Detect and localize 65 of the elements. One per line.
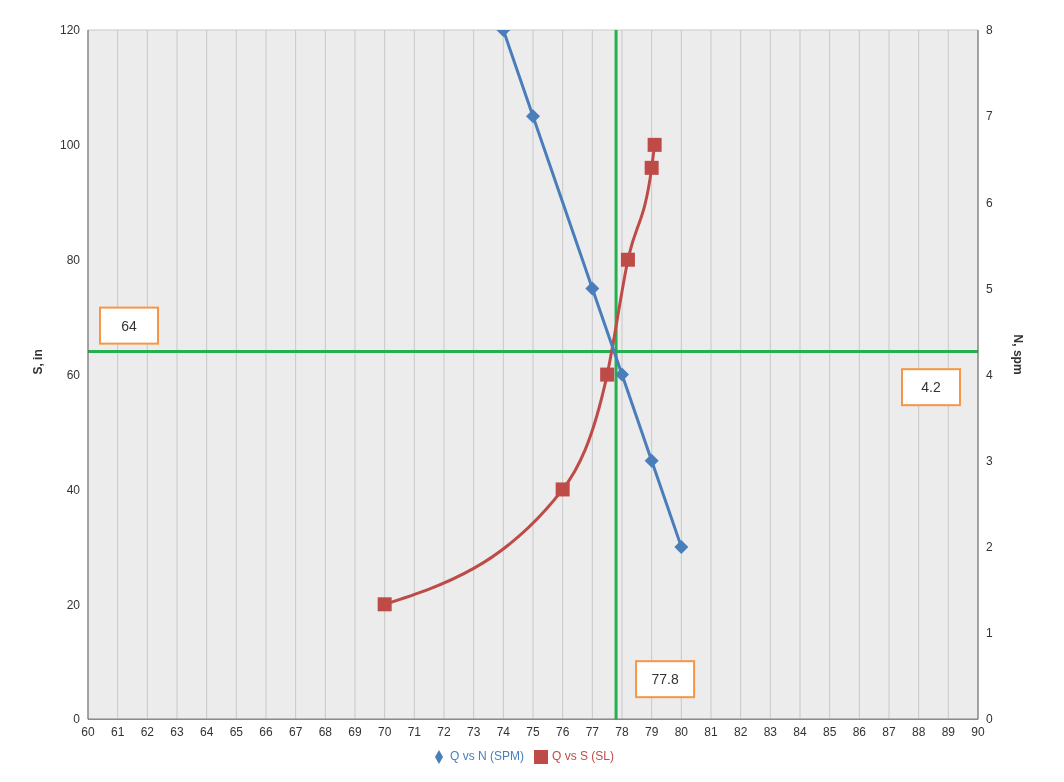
point	[526, 109, 540, 124]
x-tick-label: 88	[911, 724, 926, 739]
x-tick-label: 89	[941, 724, 956, 739]
x-tick-label: 72	[437, 724, 451, 739]
legend-label: Q vs S (SL)	[551, 749, 614, 764]
x-tick-label: 63	[170, 724, 184, 739]
point	[555, 482, 570, 497]
annotation: 4.2	[921, 379, 941, 396]
legend-label: Q vs N (SPM)	[449, 749, 524, 764]
x-tick-label: 67	[288, 724, 303, 739]
x-tick-label: 87	[882, 724, 896, 739]
x-tick-label: 74	[496, 724, 511, 739]
y-axis-title: S, in	[31, 349, 46, 375]
x-tick-label: 66	[259, 724, 273, 739]
x-tick-label: 82	[733, 724, 748, 739]
x-tick-label: 85	[822, 724, 837, 739]
y2-tick-label: 8	[986, 23, 993, 38]
y2-tick-label: 6	[986, 195, 993, 210]
y2-tick-label: 1	[986, 626, 993, 641]
y-tick-label: 0	[73, 712, 81, 727]
y2-tick-label: 4	[986, 367, 993, 382]
point	[585, 281, 600, 296]
y2-tick-label: 0	[986, 712, 993, 727]
x-tick-label: 84	[793, 724, 807, 739]
point	[674, 539, 689, 554]
x-tick-label: 71	[407, 724, 422, 739]
x-tick-label: 77	[585, 724, 600, 739]
y2-tick-label: 7	[986, 109, 993, 124]
ref-line-label: 77.8	[651, 671, 679, 688]
y-tick-label: 40	[66, 482, 81, 497]
x-tick-label: 73	[466, 724, 481, 739]
y2-tick-label: 5	[986, 281, 993, 296]
x-tick-label: 64	[199, 724, 214, 739]
point	[620, 252, 635, 267]
y-tick-label: 20	[66, 597, 81, 612]
x-tick-label: 90	[971, 724, 985, 739]
y2-axis-title: N, spm	[1010, 334, 1025, 375]
x-tick-label: 65	[229, 724, 244, 739]
y-tick-label: 60	[66, 367, 81, 382]
point	[600, 367, 615, 382]
y-tick-label: 100	[59, 138, 81, 153]
x-tick-label: 81	[704, 724, 718, 739]
x-tick-label: 75	[526, 724, 540, 739]
point	[615, 367, 629, 382]
x-tick-label: 60	[81, 724, 95, 739]
x-tick-label: 78	[615, 724, 629, 739]
ref-line-label: 64	[121, 317, 137, 334]
x-tick-label: 80	[674, 724, 689, 739]
x-tick-label: 79	[644, 724, 659, 739]
x-tick-label: 86	[852, 724, 867, 739]
x-tick-label: 61	[110, 724, 125, 739]
point	[377, 597, 392, 612]
x-tick-label: 70	[377, 724, 392, 739]
y-tick-label: 120	[59, 23, 81, 38]
x-tick-label: 83	[763, 724, 778, 739]
x-tick-label: 69	[348, 724, 362, 739]
point	[647, 137, 662, 152]
point	[644, 453, 659, 468]
point	[644, 160, 659, 175]
y-tick-label: 80	[66, 252, 81, 267]
x-tick-label: 68	[318, 724, 333, 739]
x-tick-label: 76	[555, 724, 570, 739]
x-tick-label: 62	[140, 724, 155, 739]
y2-tick-label: 3	[986, 453, 993, 468]
y2-tick-label: 2	[986, 540, 993, 555]
